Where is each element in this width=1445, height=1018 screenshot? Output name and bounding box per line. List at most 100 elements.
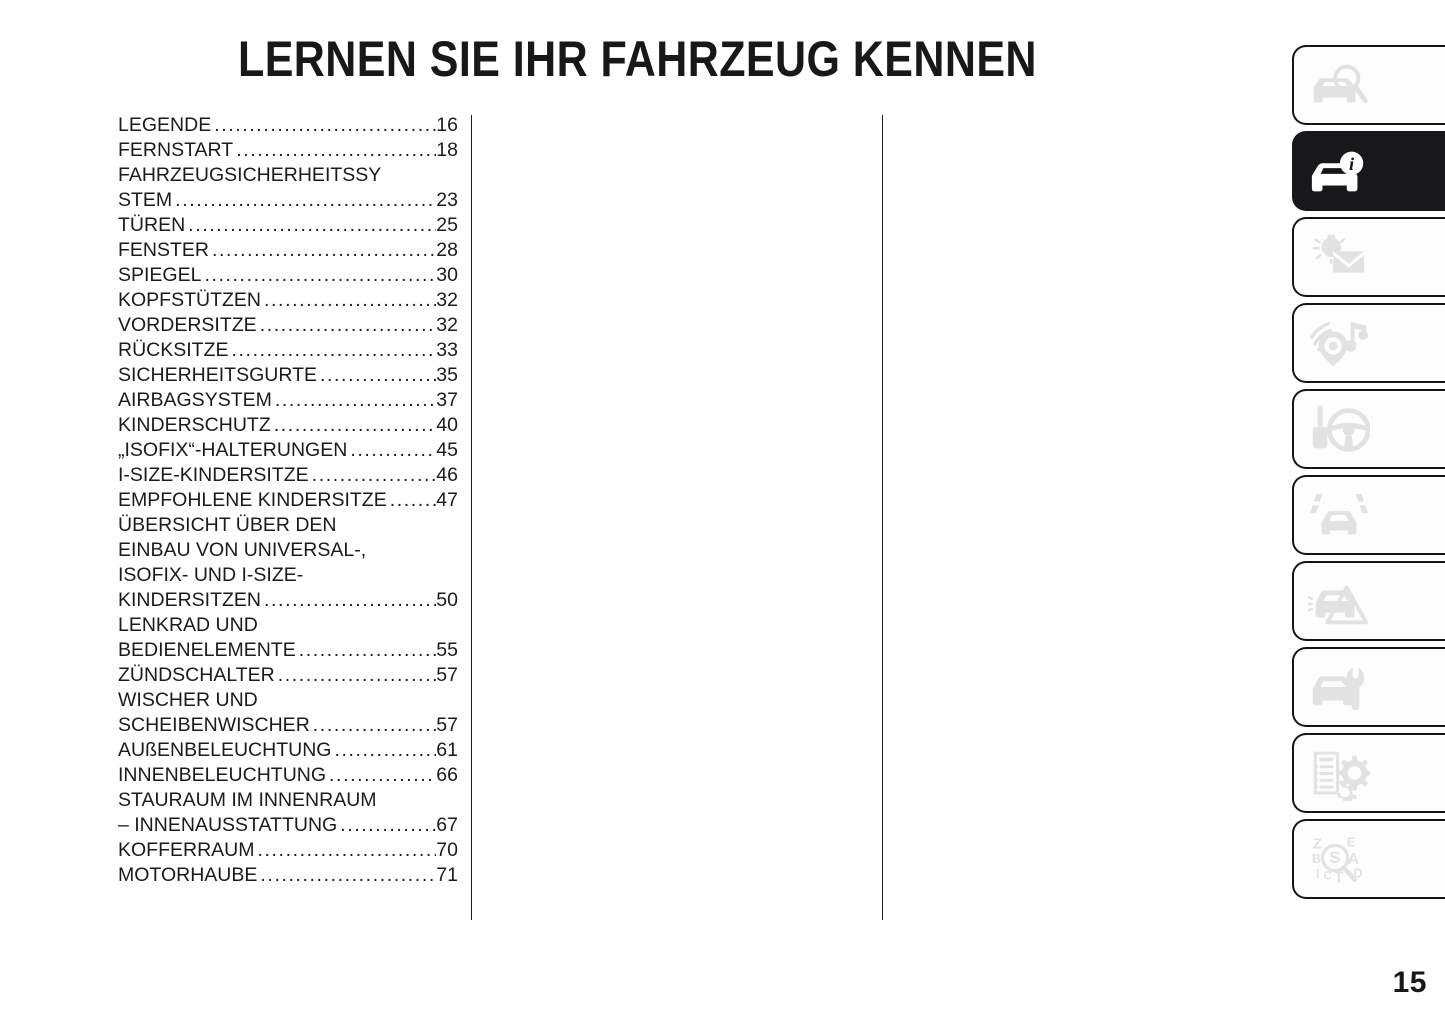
toc-leader-dots: ........................................… — [259, 314, 437, 336]
toc-leader-dots: ........................................… — [329, 764, 436, 786]
toc-entry-page-number: 45 — [436, 439, 458, 461]
toc-entry[interactable]: SCHEIBENWISCHER.........................… — [118, 713, 458, 738]
svg-text:Z: Z — [1313, 836, 1322, 852]
toc-entry[interactable]: ZÜNDSCHALTER............................… — [118, 663, 458, 688]
toc-entry-label: ISOFIX- UND I-SIZE- — [118, 564, 304, 586]
toc-entry-label: BEDIENELEMENTE — [118, 639, 296, 661]
toc-entry-label: FERNSTART — [118, 139, 234, 161]
toc-entry-label: EMPFOHLENE KINDERSITZE — [118, 489, 387, 511]
toc-entry-page-number: 66 — [436, 764, 458, 786]
toc-entry-page-number: 32 — [436, 289, 458, 311]
toc-entry-page-number: 57 — [436, 664, 458, 686]
toc-entry[interactable]: AIRBAGSYSTEM............................… — [118, 388, 458, 413]
toc-entry[interactable]: EMPFOHLENE KINDERSITZE..................… — [118, 488, 458, 513]
toc-entry[interactable]: RÜCKSITZE...............................… — [118, 338, 458, 363]
page-number: 15 — [1392, 966, 1427, 999]
toc-leader-dots: ........................................… — [236, 139, 436, 161]
toc-entry[interactable]: – INNENAUSSTATTUNG......................… — [118, 813, 458, 838]
car-warning-triangle-icon — [1308, 573, 1370, 629]
section-tab-specs-list-gears[interactable] — [1292, 733, 1445, 813]
svg-text:I: I — [1316, 866, 1320, 881]
toc-entry[interactable]: ÜBERSICHT ÜBER DEN......................… — [118, 513, 458, 538]
toc-entry[interactable]: WISCHER UND.............................… — [118, 688, 458, 713]
toc-entry-label: MOTORHAUBE — [118, 864, 258, 886]
toc-entry-label: TÜREN — [118, 214, 186, 236]
svg-text:T: T — [1334, 869, 1344, 886]
toc-entry-page-number: 37 — [436, 389, 458, 411]
toc-entry-label: EINBAU VON UNIVERSAL-, — [118, 539, 367, 561]
toc-entry-page-number: 28 — [436, 239, 458, 261]
toc-entry-label: AUßENBELEUCHTUNG — [118, 739, 332, 761]
toc-entry-label: KINDERSCHUTZ — [118, 414, 271, 436]
toc-entry-page-number: 32 — [436, 314, 458, 336]
section-tab-car-magnifier[interactable] — [1292, 45, 1445, 125]
toc-entry[interactable]: VORDERSITZE.............................… — [118, 313, 458, 338]
svg-text:S: S — [1329, 849, 1340, 867]
toc-entry-label: „ISOFIX“-HALTERUNGEN — [118, 439, 348, 461]
toc-entry[interactable]: STAURAUM IM INNENRAUM...................… — [118, 788, 458, 813]
radio-location-music-icon — [1308, 315, 1370, 371]
section-tab-car-info[interactable]: i — [1292, 131, 1445, 211]
toc-leader-dots: ........................................… — [334, 739, 437, 761]
toc-leader-dots: ........................................… — [212, 239, 437, 261]
car-magnifier-icon — [1308, 57, 1370, 113]
toc-leader-dots: ........................................… — [277, 664, 437, 686]
section-tab-car-wrench[interactable] — [1292, 647, 1445, 727]
toc-entry-label: ÜBERSICHT ÜBER DEN — [118, 514, 337, 536]
toc-entry[interactable]: ISOFIX- UND I-SIZE-.....................… — [118, 563, 458, 588]
toc-entry[interactable]: KINDERSCHUTZ............................… — [118, 413, 458, 438]
svg-text:C: C — [1324, 869, 1333, 882]
car-info-icon: i — [1308, 143, 1370, 199]
section-tab-warning-lamp-envelope[interactable] — [1292, 217, 1445, 297]
toc-entry[interactable]: SICHERHEITSGURTE........................… — [118, 363, 458, 388]
toc-entry-label: SCHEIBENWISCHER — [118, 714, 310, 736]
section-tab-radio-location-music[interactable] — [1292, 303, 1445, 383]
toc-leader-dots: ........................................… — [298, 639, 437, 661]
toc-leader-dots: ........................................… — [274, 389, 437, 411]
toc-leader-dots: ........................................… — [257, 839, 437, 861]
toc-entry[interactable]: AUßENBELEUCHTUNG........................… — [118, 738, 458, 763]
toc-entry[interactable]: LEGENDE.................................… — [118, 113, 458, 138]
toc-leader-dots: ........................................… — [231, 339, 437, 361]
toc-leader-dots: ........................................… — [389, 489, 437, 511]
toc-entry[interactable]: STEM....................................… — [118, 188, 458, 213]
toc-entry[interactable]: „ISOFIX“-HALTERUNGEN....................… — [118, 438, 458, 463]
toc-entry[interactable]: KOPFSTÜTZEN.............................… — [118, 288, 458, 313]
toc-entry[interactable]: KOFFERRAUM..............................… — [118, 838, 458, 863]
toc-entry[interactable]: MOTORHAUBE..............................… — [118, 863, 458, 888]
svg-text:B: B — [1312, 852, 1321, 866]
toc-entry-page-number: 40 — [436, 414, 458, 436]
section-tab-key-steering-wheel[interactable] — [1292, 389, 1445, 469]
toc-entry-page-number: 50 — [436, 589, 458, 611]
section-tab-car-lane-assist[interactable] — [1292, 475, 1445, 555]
section-tab-car-warning-triangle[interactable] — [1292, 561, 1445, 641]
toc-entry[interactable]: LENKRAD UND.............................… — [118, 613, 458, 638]
toc-entry[interactable]: FERNSTART...............................… — [118, 138, 458, 163]
toc-entry[interactable]: I-SIZE-KINDERSITZE......................… — [118, 463, 458, 488]
toc-leader-dots: ........................................… — [260, 864, 436, 886]
toc-leader-dots: ........................................… — [188, 214, 436, 236]
toc-entry-label: SPIEGEL — [118, 264, 202, 286]
toc-leader-dots: ........................................… — [175, 189, 437, 211]
warning-lamp-envelope-icon — [1308, 229, 1370, 285]
toc-entry[interactable]: EINBAU VON UNIVERSAL-,..................… — [118, 538, 458, 563]
car-wrench-icon — [1308, 659, 1370, 715]
toc-entry[interactable]: TÜREN...................................… — [118, 213, 458, 238]
toc-entry[interactable]: FENSTER.................................… — [118, 238, 458, 263]
toc-entry[interactable]: FAHRZEUGSICHERHEITSSY...................… — [118, 163, 458, 188]
toc-entry[interactable]: BEDIENELEMENTE..........................… — [118, 638, 458, 663]
svg-text:D: D — [1354, 866, 1363, 880]
toc-entry[interactable]: KINDERSITZEN............................… — [118, 588, 458, 613]
toc-entry-page-number: 46 — [436, 464, 458, 486]
toc-leader-dots: ........................................… — [214, 114, 436, 136]
toc-entry-label: RÜCKSITZE — [118, 339, 229, 361]
toc-entry-label: KOFFERRAUM — [118, 839, 255, 861]
toc-entry[interactable]: INNENBELEUCHTUNG........................… — [118, 763, 458, 788]
toc-entry-page-number: 23 — [436, 189, 458, 211]
toc-entry-label: STAURAUM IM INNENRAUM — [118, 789, 377, 811]
toc-leader-dots: ........................................… — [264, 289, 437, 311]
toc-entry[interactable]: SPIEGEL.................................… — [118, 263, 458, 288]
